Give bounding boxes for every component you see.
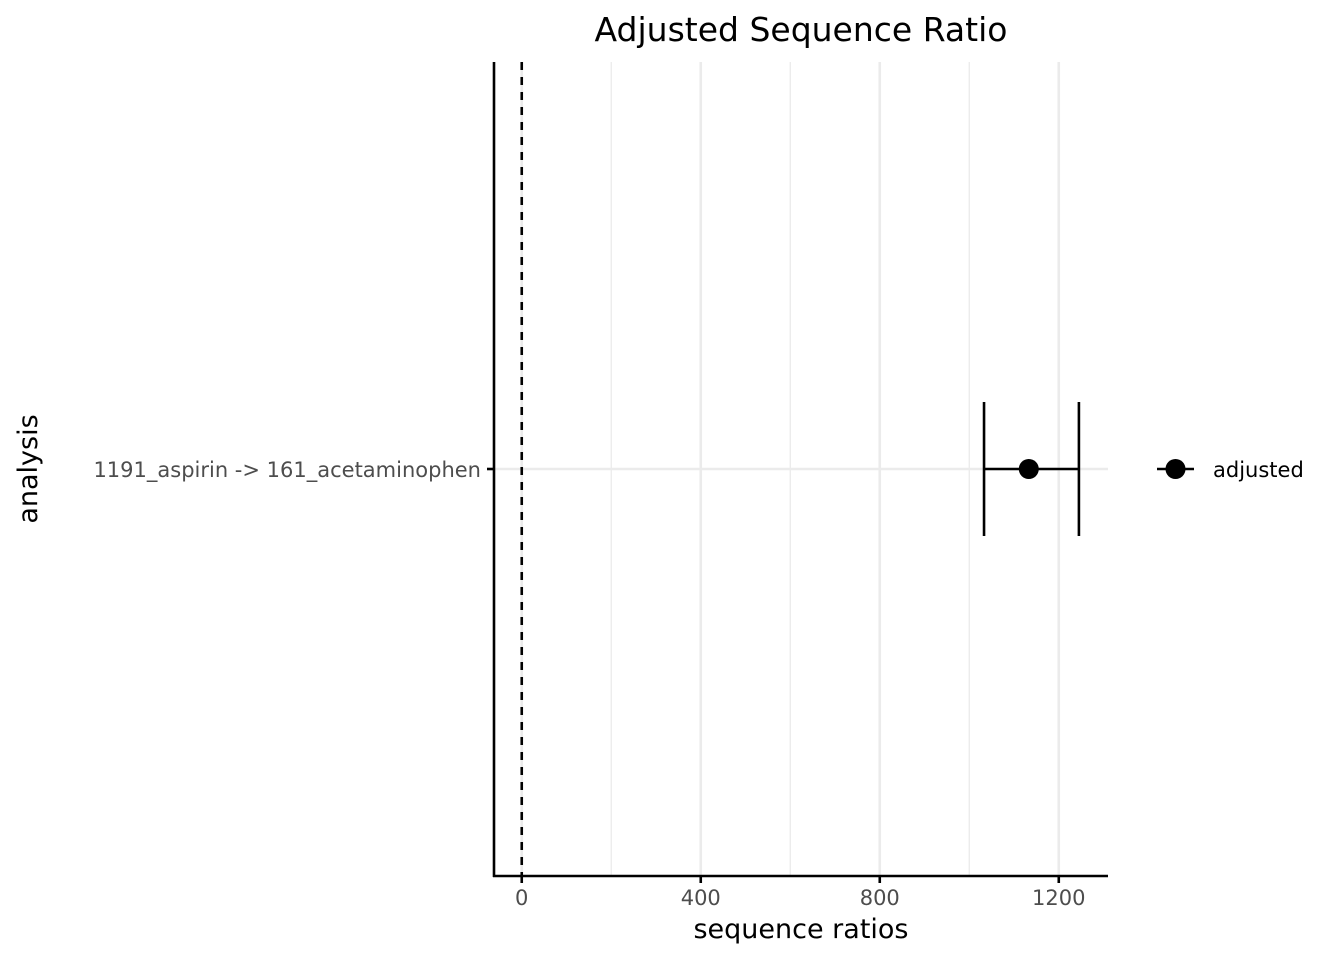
x-tick-label: 1200 <box>1032 886 1085 910</box>
data-point <box>1018 459 1039 479</box>
x-axis-title: sequence ratios <box>693 914 908 945</box>
legend: adjusted <box>1157 458 1304 482</box>
x-tick-label: 800 <box>860 886 900 910</box>
legend-key-point <box>1165 459 1186 479</box>
data-layer <box>982 402 1081 536</box>
legend-label: adjusted <box>1213 458 1304 482</box>
y-tick-label: 1191_aspirin -> 161_acetaminophen <box>93 458 481 483</box>
label-layer: 0 400 800 1200 1191_aspirin -> 161_acetamino… <box>93 458 1085 910</box>
y-axis-title: analysis <box>13 414 44 523</box>
chart-title: Adjusted Sequence Ratio <box>595 10 1008 49</box>
axis-layer <box>487 62 1108 883</box>
x-tick-label: 400 <box>681 886 721 910</box>
x-tick-label: 0 <box>515 886 528 910</box>
